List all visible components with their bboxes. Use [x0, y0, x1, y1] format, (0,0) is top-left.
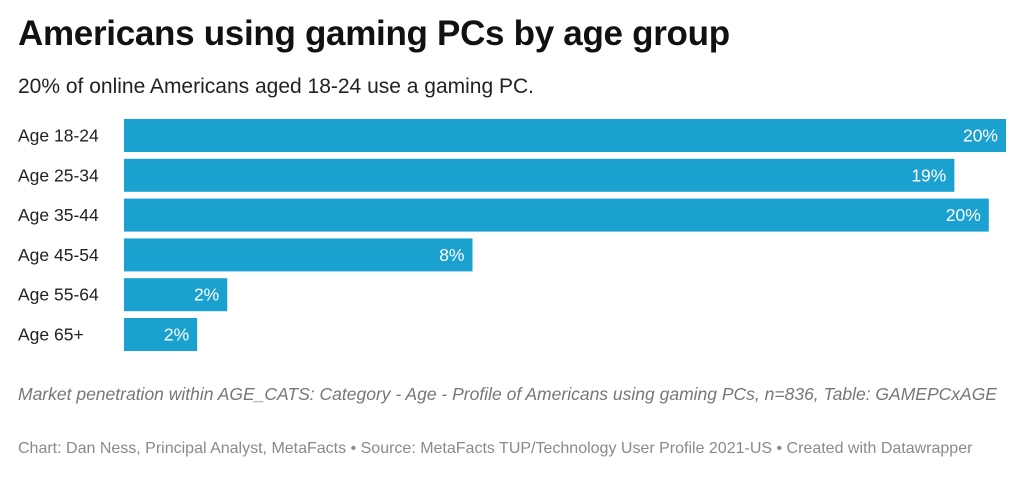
category-label: Age 35-44 [18, 205, 99, 225]
category-label: Age 18-24 [18, 126, 99, 146]
chart-title: Americans using gaming PCs by age group [18, 14, 730, 53]
bar [124, 198, 989, 232]
category-label: Age 45-54 [18, 245, 99, 265]
bar [124, 278, 228, 312]
bar-value-label: 19% [911, 165, 946, 185]
chart-credits: Chart: Dan Ness, Principal Analyst, Meta… [18, 440, 973, 457]
bar-value-label: 8% [439, 245, 464, 265]
bar [124, 119, 1006, 152]
category-label: Age 25-34 [18, 165, 99, 185]
bar-value-label: 20% [963, 126, 998, 146]
bar-value-label: 2% [164, 325, 189, 345]
category-label: Age 65+ [18, 325, 84, 345]
chart-subtitle: 20% of online Americans aged 18-24 use a… [18, 75, 534, 98]
bar [124, 158, 955, 192]
bar-chart: Age 18-24 20% Age 25-34 19% Age 35-44 20% Age … [18, 119, 1006, 351]
category-label: Age 55-64 [18, 285, 99, 305]
bar-value-label: 2% [194, 285, 219, 305]
chart-notes: Market penetration within AGE_CATS: Cate… [18, 384, 997, 404]
bar [124, 238, 473, 272]
bar [124, 318, 198, 351]
bar-value-label: 20% [946, 205, 981, 225]
